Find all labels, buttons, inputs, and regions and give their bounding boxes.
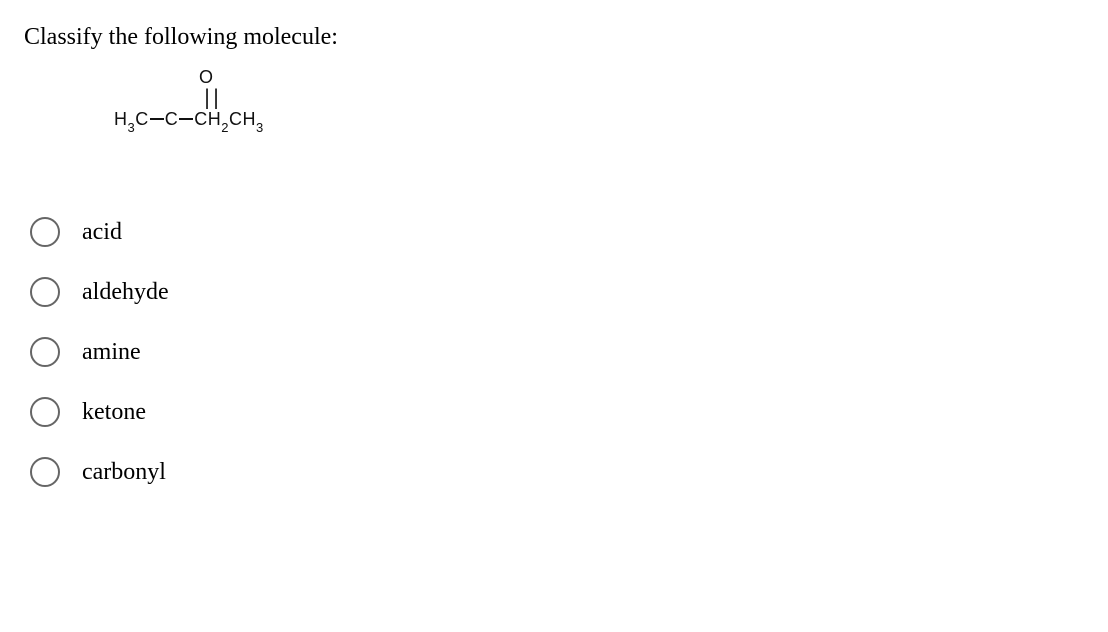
molecule-main-chain: H3CCCH2CH3 bbox=[114, 109, 264, 133]
radio-icon[interactable] bbox=[30, 337, 60, 367]
radio-icon[interactable] bbox=[30, 457, 60, 487]
option-label: carbonyl bbox=[82, 459, 166, 486]
option-acid[interactable]: acid bbox=[30, 217, 1084, 247]
option-carbonyl[interactable]: carbonyl bbox=[30, 457, 1084, 487]
molecule-sub3-right: 3 bbox=[256, 120, 264, 135]
molecule-ch3: CH bbox=[229, 109, 256, 129]
option-label: aldehyde bbox=[82, 279, 169, 306]
radio-icon[interactable] bbox=[30, 397, 60, 427]
radio-icon[interactable] bbox=[30, 277, 60, 307]
radio-icon[interactable] bbox=[30, 217, 60, 247]
molecule-sub3-left: 3 bbox=[128, 120, 136, 135]
option-label: amine bbox=[82, 339, 141, 366]
option-label: acid bbox=[82, 219, 122, 246]
molecule-ch2: CH bbox=[194, 109, 221, 129]
molecule-bond-1 bbox=[150, 118, 164, 120]
option-amine[interactable]: amine bbox=[30, 337, 1084, 367]
option-ketone[interactable]: ketone bbox=[30, 397, 1084, 427]
molecule-c-center: C bbox=[165, 109, 179, 129]
molecule-diagram: O || H3CCCH2CH3 bbox=[114, 67, 1084, 177]
molecule-h: H bbox=[114, 109, 128, 129]
molecule-bond-2 bbox=[179, 118, 193, 120]
option-aldehyde[interactable]: aldehyde bbox=[30, 277, 1084, 307]
option-label: ketone bbox=[82, 399, 146, 426]
molecule-c-left: C bbox=[135, 109, 149, 129]
options-list: acid aldehyde amine ketone carbonyl bbox=[24, 217, 1084, 487]
molecule-double-bond: || bbox=[201, 85, 219, 109]
molecule-sub2: 2 bbox=[221, 120, 229, 135]
question-text: Classify the following molecule: bbox=[24, 24, 1084, 51]
